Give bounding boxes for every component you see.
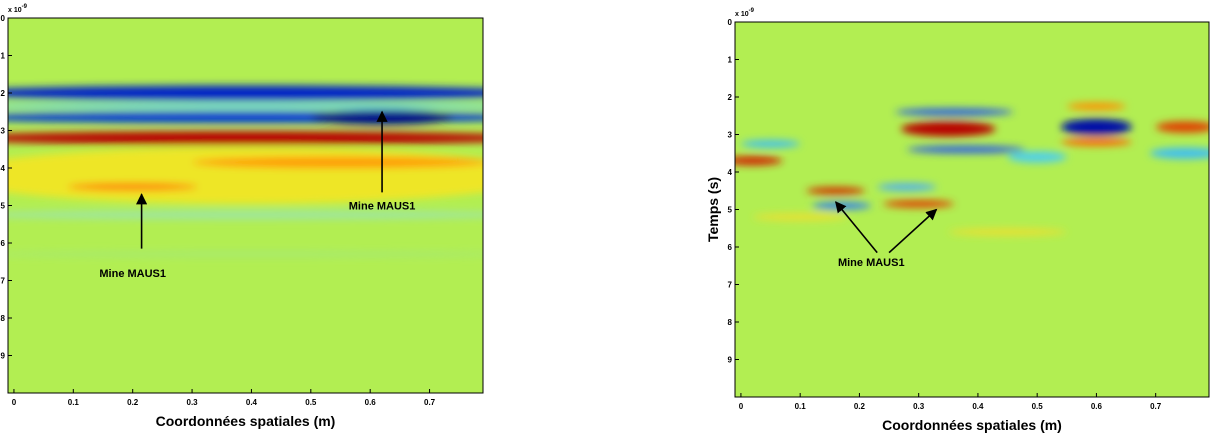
heatmap-feature [877,183,937,191]
heatmap-background [735,22,1209,397]
heatmap-feature [8,131,483,145]
annotation-arrow [888,208,938,254]
heatmap-image [8,18,483,393]
x-tick-label: 0 [739,402,744,411]
heatmap-feature [67,183,198,191]
x-axis-label: Coordonnées spatiales (m) [156,413,336,429]
offset-text: x 10-9 [8,4,28,14]
plot: 0 0.1 0.2 0.3 0.4 0.5 0.6 0.7 0 1 2 3 4 5 6 7 8 9 x 10-9 Co… [1,4,484,429]
offset-base: x 10 [8,7,22,14]
offset-exponent: -9 [22,4,28,10]
heatmap-feature [1149,147,1209,159]
heatmap-feature [900,121,996,137]
y-tick-label: 3 [1,127,6,136]
heatmap-feature [806,187,866,195]
y-tick-label: 7 [728,281,733,290]
heatmap-feature [192,156,483,168]
heatmap-feature [8,251,483,258]
y-tick-label: 2 [728,93,733,102]
offset-base: x 10 [735,11,749,18]
y-tick-label: 3 [728,131,733,140]
x-tick-label: 0.6 [365,398,377,407]
x-tick-label: 0.5 [1032,402,1044,411]
heatmap-feature [1066,102,1127,111]
annotation-arrow [835,201,878,254]
heatmap-feature [894,108,1014,116]
x-tick-label: 0.4 [972,402,984,411]
x-tick-label: 0.4 [246,398,258,407]
annotation: Mine MAUS1 [838,257,905,269]
y-tick-label: 4 [728,168,733,177]
y-tick-label: 6 [1,239,6,248]
heatmap-features [735,102,1209,236]
offset-text: x 10-9 [735,8,755,18]
y-tick-label: 1 [1,52,6,61]
x-tick-label: 0 [12,398,17,407]
annotation: Mine MAUS1 [99,268,166,280]
y-tick-label: 0 [728,18,733,27]
x-axis-label: Coordonnées spatiales (m) [882,417,1062,433]
heatmap-feature [735,156,783,166]
heatmap-feature [948,228,1067,236]
plot: 0 0.1 0.2 0.3 0.4 0.5 0.6 0.7 0 1 2 3 4 5 6 7 8 9 x 10-9 Co… [705,8,1210,433]
y-tick-label: 5 [728,206,733,215]
x-tick-label: 0.2 [854,402,866,411]
heatmap-feature [8,210,483,220]
y-tick-label: 6 [728,243,733,252]
x-tick-label: 0.1 [795,402,807,411]
y-tick-label: 8 [1,314,6,323]
y-tick-label: 1 [728,56,733,65]
x-tick-label: 0.7 [424,398,436,407]
heatmap-feature [1060,138,1132,146]
y-tick-label: 8 [728,318,733,327]
y-axis-label: Temps (s) [705,177,721,242]
heatmap-feature [906,145,1026,154]
heatmap-feature [752,213,848,221]
heatmap-features [8,85,483,258]
offset-exponent: -9 [749,8,755,14]
x-tick-label: 0.3 [913,402,925,411]
heatmap-feature [8,85,483,101]
y-tick-label: 0 [1,14,6,23]
y-tick-label: 5 [1,202,6,211]
x-tick-label: 0.1 [68,398,80,407]
heatmap-feature [8,102,483,110]
y-tick-label: 4 [1,164,6,173]
x-tick-label: 0.2 [127,398,139,407]
heatmap-feature [740,140,801,148]
x-tick-label: 0.6 [1091,402,1103,411]
heatmap-background [8,18,483,393]
y-tick-label: 9 [728,356,733,365]
x-tick-label: 0.5 [305,398,317,407]
heatmap-feature [1060,118,1132,136]
y-tick-label: 2 [1,89,6,98]
heatmap-feature [1007,151,1067,163]
heatmap-image [735,22,1209,397]
annotation: Mine MAUS1 [349,201,416,213]
y-tick-label: 7 [1,277,6,286]
y-tick-label: 9 [1,352,6,361]
heatmap-feature [883,200,955,208]
x-tick-label: 0.3 [187,398,199,407]
heatmap-feature [1155,121,1209,133]
x-tick-label: 0.7 [1150,402,1162,411]
